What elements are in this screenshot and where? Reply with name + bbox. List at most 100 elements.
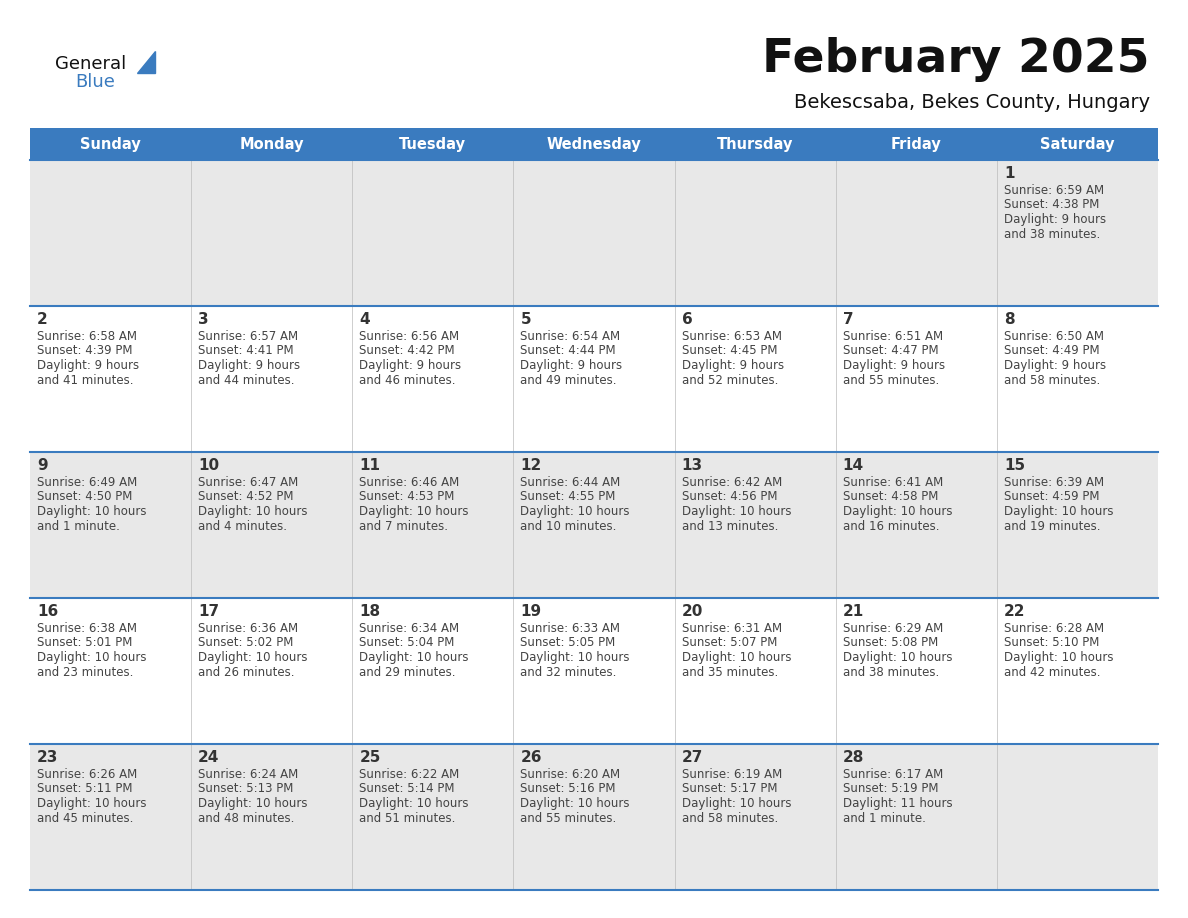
Text: and 23 minutes.: and 23 minutes. (37, 666, 133, 678)
Bar (30, 744, 1158, 890)
Text: Sunset: 4:55 PM: Sunset: 4:55 PM (520, 490, 615, 503)
Text: 4: 4 (359, 312, 369, 327)
Text: 19: 19 (520, 604, 542, 619)
Text: 6: 6 (682, 312, 693, 327)
Text: 13: 13 (682, 458, 702, 473)
Text: Daylight: 9 hours: Daylight: 9 hours (1004, 213, 1106, 226)
Text: Sunrise: 6:59 AM: Sunrise: 6:59 AM (1004, 184, 1104, 197)
Text: 27: 27 (682, 750, 703, 765)
Text: Sunrise: 6:31 AM: Sunrise: 6:31 AM (682, 622, 782, 635)
Text: and 51 minutes.: and 51 minutes. (359, 812, 456, 824)
Text: Sunset: 4:39 PM: Sunset: 4:39 PM (37, 344, 133, 357)
Bar (30, 160, 1158, 306)
Text: and 48 minutes.: and 48 minutes. (198, 812, 295, 824)
Text: and 13 minutes.: and 13 minutes. (682, 520, 778, 532)
Text: 10: 10 (198, 458, 220, 473)
Text: 20: 20 (682, 604, 703, 619)
Text: and 58 minutes.: and 58 minutes. (682, 812, 778, 824)
Text: 23: 23 (37, 750, 58, 765)
Text: Sunset: 5:14 PM: Sunset: 5:14 PM (359, 782, 455, 796)
Text: and 44 minutes.: and 44 minutes. (198, 374, 295, 386)
Text: Sunset: 5:17 PM: Sunset: 5:17 PM (682, 782, 777, 796)
Text: and 46 minutes.: and 46 minutes. (359, 374, 456, 386)
Text: Sunset: 4:59 PM: Sunset: 4:59 PM (1004, 490, 1099, 503)
Text: Sunset: 5:01 PM: Sunset: 5:01 PM (37, 636, 132, 650)
Text: and 55 minutes.: and 55 minutes. (842, 374, 939, 386)
Text: Sunrise: 6:22 AM: Sunrise: 6:22 AM (359, 768, 460, 781)
Text: and 38 minutes.: and 38 minutes. (1004, 228, 1100, 241)
Text: Sunrise: 6:29 AM: Sunrise: 6:29 AM (842, 622, 943, 635)
Text: Daylight: 10 hours: Daylight: 10 hours (198, 505, 308, 518)
Text: General: General (55, 55, 126, 73)
Text: 14: 14 (842, 458, 864, 473)
Text: Sunrise: 6:26 AM: Sunrise: 6:26 AM (37, 768, 138, 781)
Text: and 4 minutes.: and 4 minutes. (198, 520, 287, 532)
Text: Sunset: 4:42 PM: Sunset: 4:42 PM (359, 344, 455, 357)
Text: and 45 minutes.: and 45 minutes. (37, 812, 133, 824)
Text: Sunset: 4:47 PM: Sunset: 4:47 PM (842, 344, 939, 357)
Text: Sunset: 5:13 PM: Sunset: 5:13 PM (198, 782, 293, 796)
Text: 1: 1 (1004, 166, 1015, 181)
Bar (30, 128, 1158, 160)
Text: and 1 minute.: and 1 minute. (37, 520, 120, 532)
Text: Sunrise: 6:36 AM: Sunrise: 6:36 AM (198, 622, 298, 635)
Text: Sunrise: 6:28 AM: Sunrise: 6:28 AM (1004, 622, 1104, 635)
Text: Thursday: Thursday (716, 137, 794, 151)
Text: Sunset: 5:05 PM: Sunset: 5:05 PM (520, 636, 615, 650)
Bar (30, 598, 1158, 744)
Text: and 1 minute.: and 1 minute. (842, 812, 925, 824)
Text: Bekescsaba, Bekes County, Hungary: Bekescsaba, Bekes County, Hungary (794, 94, 1150, 113)
Text: Daylight: 10 hours: Daylight: 10 hours (359, 651, 469, 664)
Text: Daylight: 9 hours: Daylight: 9 hours (1004, 359, 1106, 372)
Text: Sunset: 5:16 PM: Sunset: 5:16 PM (520, 782, 615, 796)
Text: Sunset: 4:53 PM: Sunset: 4:53 PM (359, 490, 455, 503)
Text: Sunrise: 6:54 AM: Sunrise: 6:54 AM (520, 330, 620, 343)
Text: Sunrise: 6:58 AM: Sunrise: 6:58 AM (37, 330, 137, 343)
Text: 18: 18 (359, 604, 380, 619)
Text: Sunrise: 6:24 AM: Sunrise: 6:24 AM (198, 768, 298, 781)
Text: Sunset: 5:10 PM: Sunset: 5:10 PM (1004, 636, 1099, 650)
Text: 21: 21 (842, 604, 864, 619)
Text: 2: 2 (37, 312, 48, 327)
Text: Sunrise: 6:44 AM: Sunrise: 6:44 AM (520, 476, 620, 489)
Text: Daylight: 11 hours: Daylight: 11 hours (842, 797, 953, 810)
Text: Daylight: 10 hours: Daylight: 10 hours (37, 505, 146, 518)
Text: Sunset: 5:02 PM: Sunset: 5:02 PM (198, 636, 293, 650)
Text: and 19 minutes.: and 19 minutes. (1004, 520, 1100, 532)
Text: Daylight: 10 hours: Daylight: 10 hours (520, 651, 630, 664)
Text: 16: 16 (37, 604, 58, 619)
Text: Sunrise: 6:53 AM: Sunrise: 6:53 AM (682, 330, 782, 343)
Text: Sunrise: 6:50 AM: Sunrise: 6:50 AM (1004, 330, 1104, 343)
Bar (30, 306, 1158, 452)
Text: and 52 minutes.: and 52 minutes. (682, 374, 778, 386)
Text: 24: 24 (198, 750, 220, 765)
Text: Wednesday: Wednesday (546, 137, 642, 151)
Text: Daylight: 10 hours: Daylight: 10 hours (842, 651, 953, 664)
Text: 7: 7 (842, 312, 853, 327)
Text: 8: 8 (1004, 312, 1015, 327)
Text: Daylight: 10 hours: Daylight: 10 hours (682, 505, 791, 518)
Text: Sunrise: 6:57 AM: Sunrise: 6:57 AM (198, 330, 298, 343)
Text: Daylight: 10 hours: Daylight: 10 hours (1004, 505, 1113, 518)
Text: Monday: Monday (240, 137, 304, 151)
Polygon shape (137, 51, 154, 73)
Text: Sunrise: 6:42 AM: Sunrise: 6:42 AM (682, 476, 782, 489)
Text: Daylight: 9 hours: Daylight: 9 hours (520, 359, 623, 372)
Text: and 32 minutes.: and 32 minutes. (520, 666, 617, 678)
Text: Daylight: 10 hours: Daylight: 10 hours (682, 797, 791, 810)
Text: Friday: Friday (891, 137, 942, 151)
Text: Sunset: 4:52 PM: Sunset: 4:52 PM (198, 490, 293, 503)
Text: Sunset: 4:56 PM: Sunset: 4:56 PM (682, 490, 777, 503)
Text: 9: 9 (37, 458, 48, 473)
Text: 3: 3 (198, 312, 209, 327)
Text: Blue: Blue (75, 73, 115, 91)
Text: Tuesday: Tuesday (399, 137, 467, 151)
Text: and 38 minutes.: and 38 minutes. (842, 666, 939, 678)
Text: Sunset: 4:45 PM: Sunset: 4:45 PM (682, 344, 777, 357)
Text: Sunset: 4:49 PM: Sunset: 4:49 PM (1004, 344, 1099, 357)
Text: Sunset: 4:50 PM: Sunset: 4:50 PM (37, 490, 132, 503)
Text: 22: 22 (1004, 604, 1025, 619)
Text: Sunset: 5:19 PM: Sunset: 5:19 PM (842, 782, 939, 796)
Text: Sunrise: 6:20 AM: Sunrise: 6:20 AM (520, 768, 620, 781)
Text: and 55 minutes.: and 55 minutes. (520, 812, 617, 824)
